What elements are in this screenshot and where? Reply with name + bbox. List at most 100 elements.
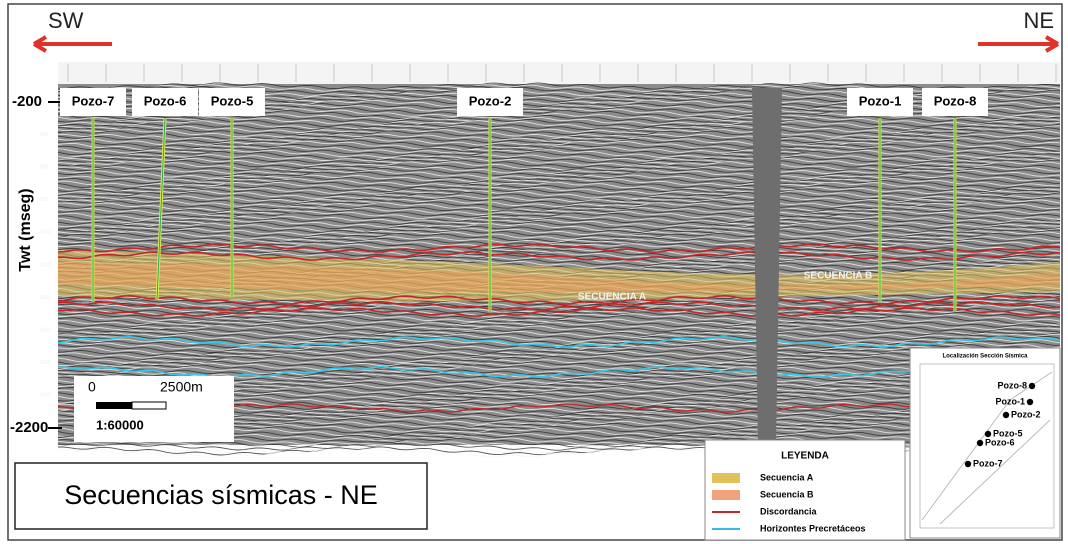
reflector — [57, 229, 1061, 238]
sequence-b-band — [58, 250, 1060, 302]
reflector — [57, 125, 1061, 133]
well-label-box — [60, 88, 126, 116]
reflector — [57, 366, 1061, 376]
axis-minor-label: -400 — [38, 132, 48, 138]
wells: Pozo-7 Pozo-6 Pozo-5 Pozo-2 Pozo-1 Pozo-8 — [60, 88, 988, 312]
unconformity — [57, 307, 1061, 317]
reflector — [57, 207, 1061, 215]
reflector — [57, 137, 1061, 146]
inset-well-dot — [1002, 411, 1010, 419]
reflector — [57, 227, 1061, 236]
reflector — [57, 345, 1061, 356]
axis-minor-label: -1400 — [38, 295, 51, 301]
sw-label: SW — [48, 8, 84, 33]
reflector — [57, 359, 1061, 367]
reflector — [57, 133, 1061, 141]
reflector — [57, 360, 1061, 369]
inset-well-dot — [1026, 398, 1034, 406]
unconformity — [57, 300, 1061, 311]
reflector — [57, 251, 1061, 261]
well-label: Pozo-8 — [934, 93, 977, 108]
axis-label: Twt (mseg) — [17, 188, 34, 271]
reflector — [57, 140, 1061, 151]
reflector — [57, 225, 1061, 234]
sequence-b-label: SECUENCIA B — [804, 271, 873, 282]
legend-swatch — [712, 490, 740, 500]
reflector — [57, 220, 1061, 230]
ne-label: NE — [1023, 8, 1054, 33]
inset-title: Localización Sección Sísmica — [942, 354, 1028, 360]
caption: Secuencias sísmicas - NE — [64, 480, 378, 510]
reflector — [57, 198, 1061, 208]
scale-segment — [96, 402, 132, 409]
reflector — [57, 314, 1061, 325]
reflector — [57, 364, 1061, 374]
reflector — [57, 191, 1061, 202]
precretaceous-horizon — [57, 335, 1061, 348]
reflector — [57, 362, 1061, 372]
reflector — [57, 126, 1061, 136]
header-strip — [58, 62, 1060, 84]
reflector — [57, 164, 1061, 172]
reflector — [57, 331, 1061, 341]
inset-well-label: Pozo-7 — [973, 458, 1003, 468]
reflector — [57, 355, 1061, 366]
reflector — [57, 184, 1061, 193]
well-label: Pozo-2 — [469, 93, 512, 108]
reflector — [57, 239, 1061, 249]
well-label-box — [457, 88, 523, 116]
reflector — [57, 166, 1061, 174]
data-gap — [752, 88, 782, 445]
legend-title: LEYENDA — [781, 451, 829, 462]
well-label: Pozo-5 — [211, 93, 254, 108]
reflector — [57, 212, 1061, 223]
axis-minor-label: -1000 — [38, 230, 51, 236]
reflector — [57, 155, 1061, 164]
legend-label: Horizontes Precretáceos — [760, 523, 866, 533]
reflector — [57, 371, 1061, 379]
scale-end: 2500m — [160, 379, 203, 395]
inset-outline — [921, 371, 1053, 525]
well-trace-core — [156, 117, 166, 301]
well-label-box — [847, 88, 913, 116]
reflector — [57, 149, 1061, 159]
well-label: Pozo-1 — [859, 93, 902, 108]
legend-label: Secuencia B — [760, 489, 814, 499]
well-label-box — [922, 88, 988, 116]
inset-well-label: Pozo-2 — [1011, 409, 1041, 419]
reflector — [57, 135, 1061, 144]
axis-minor-label: -1600 — [38, 328, 51, 334]
reflector — [57, 190, 1061, 200]
inset-map: Localización Sección Sísmica Pozo-8Pozo-… — [909, 347, 1061, 539]
inset-well-label: Pozo-1 — [995, 396, 1025, 406]
inset-frame — [919, 363, 1055, 529]
reflector — [57, 130, 1061, 140]
reflector — [57, 333, 1061, 343]
reflector — [57, 301, 1061, 310]
sequence-a-label: SECUENCIA A — [578, 292, 646, 303]
inset-well-dot — [984, 430, 992, 438]
reflector — [57, 236, 1060, 244]
reflector — [57, 325, 1061, 335]
scale-start: 0 — [88, 379, 96, 395]
axis-minor-label: -1800 — [38, 360, 51, 366]
inset-well-dot — [1028, 382, 1036, 390]
reflector — [57, 150, 1061, 161]
well-label: Pozo-6 — [144, 93, 187, 108]
legend-swatch — [712, 473, 740, 483]
reflector — [57, 205, 1061, 213]
reflector — [57, 157, 1061, 167]
axis-minor-label: -2000 — [38, 393, 51, 399]
reflector — [57, 311, 1061, 320]
reflector — [57, 343, 1061, 353]
reflector — [57, 169, 1061, 179]
ne-arrow — [978, 35, 1060, 53]
reflector — [57, 159, 1061, 169]
reflector — [57, 116, 1061, 126]
axis-minor-label: -800 — [38, 197, 48, 203]
well-label-box — [132, 88, 198, 116]
reflector — [57, 241, 1061, 251]
scale-ratio: 1:60000 — [96, 417, 144, 432]
reflector — [57, 188, 1061, 197]
